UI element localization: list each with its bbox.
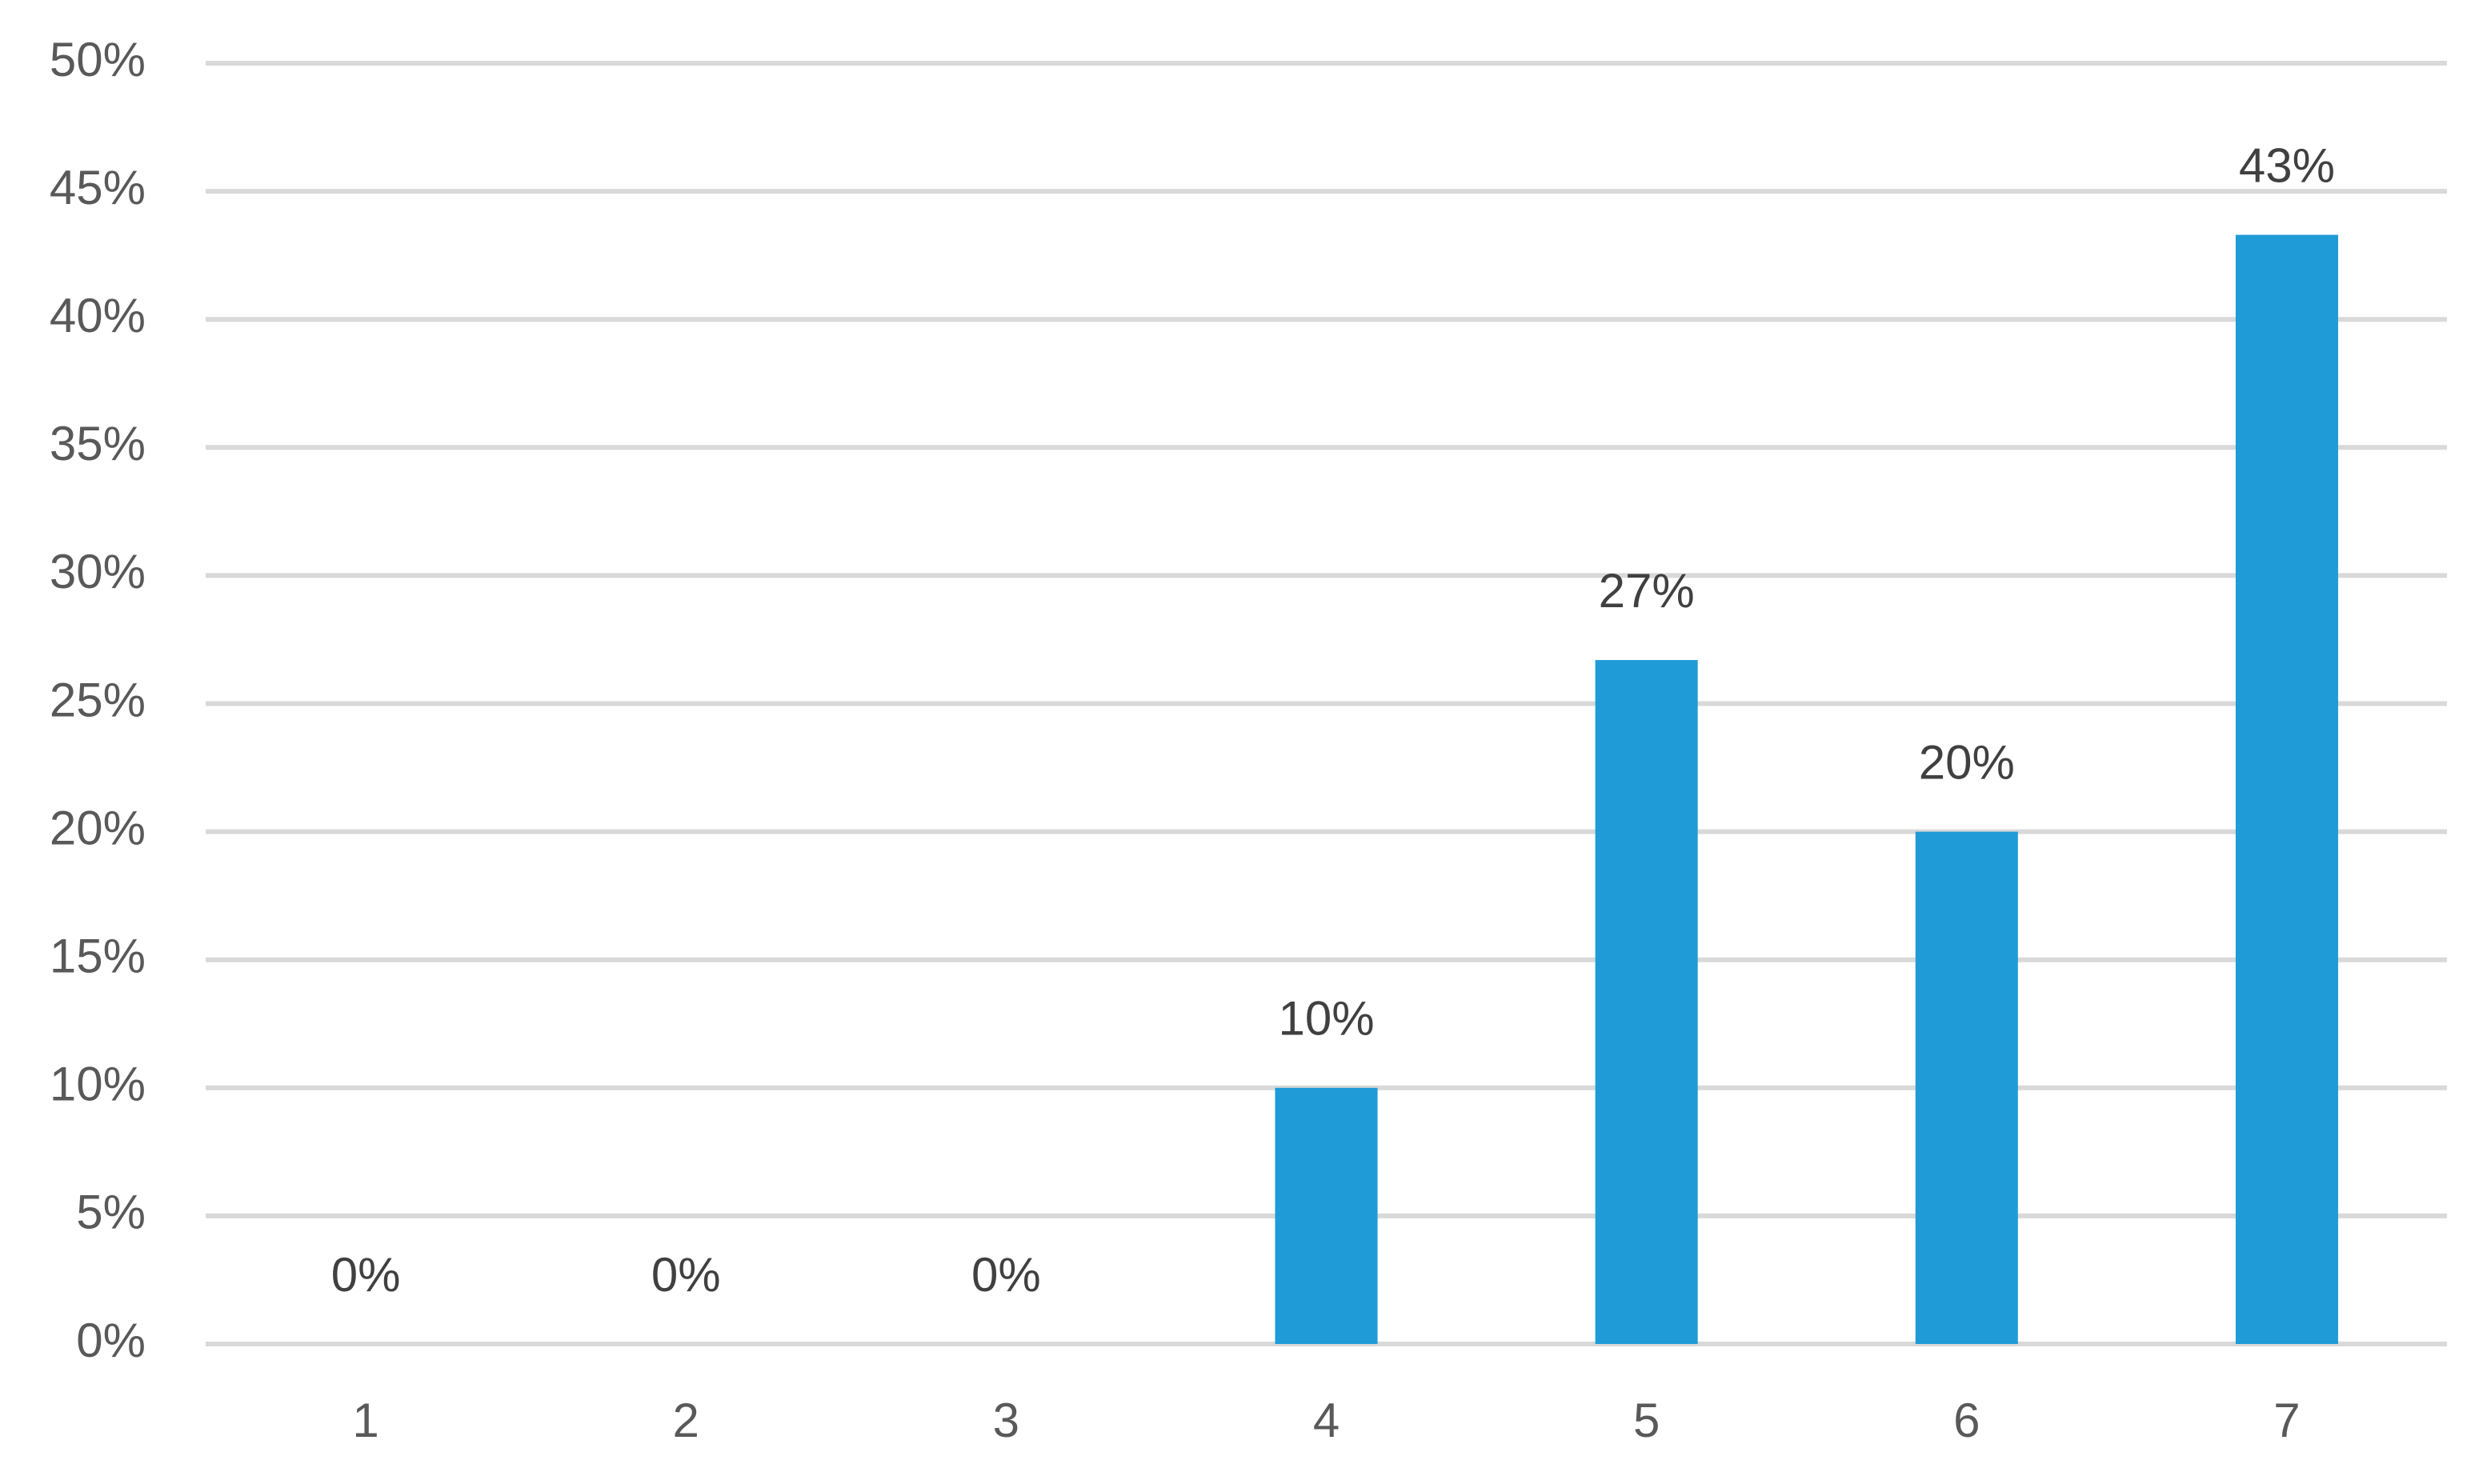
x-tick-label: 2 <box>673 1394 699 1447</box>
y-tick-label: 5% <box>76 1186 146 1239</box>
data-label: 0% <box>651 1248 721 1302</box>
y-tick-label: 40% <box>50 289 146 342</box>
x-tick-label: 1 <box>352 1394 378 1447</box>
bar <box>2235 234 2338 1345</box>
y-tick-label: 25% <box>50 673 146 726</box>
y-tick-label: 15% <box>50 930 146 983</box>
data-label: 20% <box>1919 735 2015 789</box>
y-tick-label: 50% <box>50 33 146 86</box>
y-tick-label: 30% <box>50 545 146 598</box>
x-tick-label: 4 <box>1313 1394 1340 1447</box>
data-label: 0% <box>971 1248 1041 1302</box>
bar <box>1595 660 1698 1344</box>
y-tick-label: 35% <box>50 417 146 470</box>
x-tick-label: 3 <box>993 1394 1019 1447</box>
bar <box>1275 1087 1378 1344</box>
y-tick-label: 45% <box>50 161 146 214</box>
x-tick-label: 6 <box>1953 1394 1980 1447</box>
data-label: 0% <box>331 1248 401 1302</box>
x-tick-label: 5 <box>1633 1394 1660 1447</box>
data-label: 27% <box>1599 564 1695 618</box>
bar <box>1915 831 2018 1344</box>
y-tick-label: 0% <box>76 1314 146 1367</box>
y-tick-label: 20% <box>50 801 146 854</box>
x-tick-label: 7 <box>2273 1394 2300 1447</box>
data-label: 10% <box>1278 992 1374 1046</box>
data-label: 43% <box>2239 138 2335 192</box>
y-tick-label: 10% <box>50 1058 146 1111</box>
